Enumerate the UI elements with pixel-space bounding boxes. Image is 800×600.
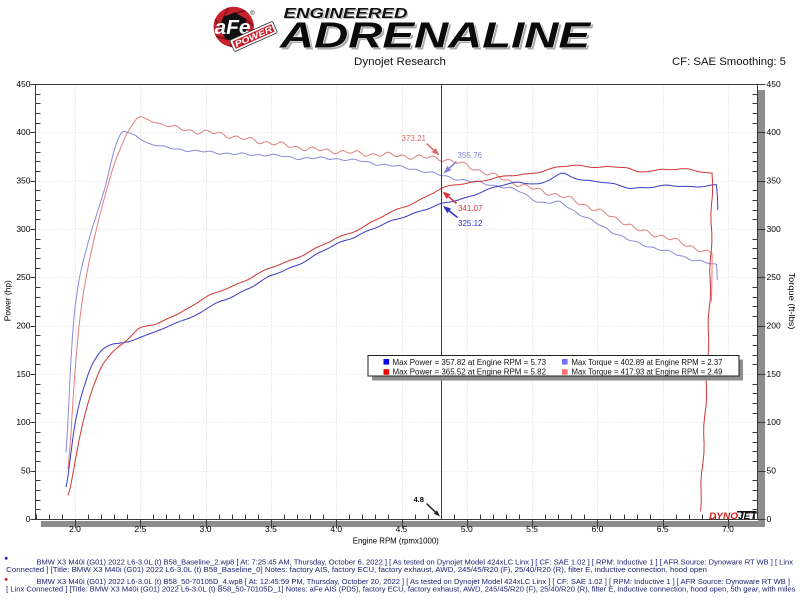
- svg-text:aFe: aFe: [215, 17, 251, 39]
- svg-text:Dynojet Research: Dynojet Research: [354, 56, 446, 68]
- svg-text:200: 200: [16, 321, 30, 331]
- svg-text:ENGINEERED: ENGINEERED: [284, 6, 409, 22]
- svg-text:Max Power = 365.52 at Engine R: Max Power = 365.52 at Engine RPM = 5.82: [393, 368, 547, 377]
- svg-text:ADRENALINE: ADRENALINE: [281, 16, 594, 57]
- svg-text:150: 150: [767, 369, 781, 379]
- svg-text:Engine RPM (rpmx1000): Engine RPM (rpmx1000): [353, 536, 439, 546]
- svg-text:Power (hp): Power (hp): [3, 280, 13, 321]
- svg-text:150: 150: [16, 369, 30, 379]
- svg-text:100: 100: [767, 417, 781, 427]
- svg-text:50: 50: [21, 466, 31, 476]
- svg-text:4.0: 4.0: [330, 524, 342, 534]
- svg-text:0: 0: [26, 514, 31, 524]
- svg-text:DYNO: DYNO: [709, 511, 739, 522]
- svg-text:Max Torque = 417.93 at Engine: Max Torque = 417.93 at Engine RPM = 2.49: [572, 368, 723, 377]
- svg-text:®: ®: [250, 10, 255, 17]
- svg-text:Torque (ft-lbs): Torque (ft-lbs): [787, 273, 797, 330]
- svg-text:JET: JET: [738, 511, 758, 522]
- svg-text:373.21: 373.21: [402, 134, 427, 143]
- svg-text:7.0: 7.0: [722, 524, 734, 534]
- svg-text:450: 450: [16, 79, 30, 89]
- svg-text:BMW X3 M40i (G01) 2022 L6-3.0L: BMW X3 M40i (G01) 2022 L6-3.0L (t) B58_B…: [37, 559, 794, 566]
- svg-text:200: 200: [767, 321, 781, 331]
- svg-text:350: 350: [767, 176, 781, 186]
- svg-text:[ Linx Connected ] [Title: BMW: [ Linx Connected ] [Title: BMW X3 M40i (…: [6, 587, 796, 594]
- svg-text:6.0: 6.0: [591, 524, 603, 534]
- svg-text:341.07: 341.07: [458, 204, 483, 213]
- svg-text:450: 450: [767, 79, 781, 89]
- svg-text:Max Torque = 402.89 at Engine: Max Torque = 402.89 at Engine RPM = 2.37: [572, 358, 723, 367]
- svg-text:BMW X3 M40i (G01) 2022 L6-3.0L: BMW X3 M40i (G01) 2022 L6-3.0L (t) B58_5…: [37, 579, 791, 586]
- svg-text:400: 400: [767, 127, 781, 137]
- svg-text:4.8: 4.8: [414, 495, 424, 504]
- svg-text:ENGINEERED: ENGINEERED: [285, 7, 410, 23]
- svg-text:0: 0: [767, 514, 772, 524]
- svg-text:355.76: 355.76: [458, 151, 483, 160]
- svg-text:250: 250: [767, 272, 781, 282]
- svg-text:50: 50: [767, 466, 777, 476]
- svg-text:400: 400: [16, 127, 30, 137]
- svg-text:3.0: 3.0: [200, 524, 212, 534]
- svg-text:250: 250: [16, 272, 30, 282]
- svg-text:5.5: 5.5: [526, 524, 538, 534]
- svg-text:325.12: 325.12: [458, 219, 483, 228]
- svg-text:300: 300: [767, 224, 781, 234]
- svg-text:350: 350: [16, 176, 30, 186]
- svg-text:4.5: 4.5: [396, 524, 408, 534]
- svg-text:300: 300: [16, 224, 30, 234]
- svg-text:5.0: 5.0: [461, 524, 473, 534]
- svg-text:ADRENALINE: ADRENALINE: [279, 15, 592, 56]
- svg-text:Connected ] [Title: BMW X3 M40: Connected ] [Title: BMW X3 M40i (G01) 20…: [6, 567, 707, 574]
- svg-text:6.5: 6.5: [657, 524, 669, 534]
- svg-text:100: 100: [16, 417, 30, 427]
- svg-text:CF: SAE Smoothing: 5: CF: SAE Smoothing: 5: [672, 56, 786, 68]
- svg-text:2.0: 2.0: [69, 524, 81, 534]
- svg-text:2.5: 2.5: [134, 524, 146, 534]
- svg-text:Max Power = 357.82 at Engine R: Max Power = 357.82 at Engine RPM = 5.73: [393, 358, 547, 367]
- svg-text:3.5: 3.5: [265, 524, 277, 534]
